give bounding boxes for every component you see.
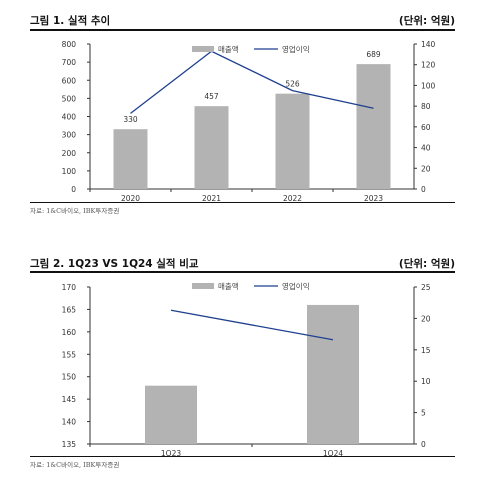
- chart-1-x-tick-label: 2022: [283, 194, 302, 203]
- chart-1-x-tick-label: 2021: [202, 194, 221, 203]
- chart-1-left-tick-label: 200: [62, 149, 77, 158]
- chart-1-left-tick-label: 300: [62, 131, 77, 140]
- chart-1-bar-data-label: 526: [285, 80, 300, 89]
- chart-1-right-tick-label: 40: [421, 144, 431, 153]
- chart-2-source: 자료: 1&C바이오, IBK투자증권: [30, 461, 120, 469]
- chart-2-right-tick-label: 5: [421, 409, 426, 418]
- chart-2-left-tick-label: 170: [62, 283, 77, 292]
- chart-2-legend-bar-label: 매출액: [218, 281, 239, 291]
- chart-2-legend-line-label: 영업이익: [282, 281, 310, 291]
- chart-1-x-tick-label: 2020: [121, 194, 140, 203]
- chart-2-line-series: [170, 309, 334, 341]
- chart-2-bottom-rule: [30, 456, 455, 457]
- chart-1-right-tick-label: 0: [421, 185, 426, 194]
- chart-1-line-series: [130, 50, 374, 114]
- chart-1-legend-bar-swatch: [192, 46, 214, 52]
- chart-1-x-tick-label: 2023: [364, 194, 383, 203]
- chart-1-bar-data-label: 689: [366, 50, 381, 59]
- chart-2-legend-bar-swatch: [192, 283, 214, 289]
- chart-2-top-rule: [30, 271, 455, 273]
- chart-2-unit: (단위: 억원): [398, 258, 455, 270]
- chart-2-title: 그림 2. 1Q23 VS 1Q24 실적 비교: [30, 258, 199, 270]
- chart-1-legend-bar-label: 매출액: [218, 44, 239, 54]
- chart-2-left-tick-label: 150: [62, 373, 77, 382]
- chart-2-bar: [145, 385, 197, 444]
- chart-2-right-tick-label: 0: [421, 440, 426, 449]
- chart-2-x-tick-label: 1Q23: [161, 449, 181, 458]
- chart-1-left-tick-label: 700: [62, 58, 77, 67]
- chart-1-unit: (단위: 억원): [398, 15, 455, 27]
- chart-1-top-rule: [30, 29, 455, 31]
- chart-2-left-tick-label: 145: [62, 395, 77, 404]
- chart-1-legend-line-label: 영업이익: [282, 44, 310, 54]
- chart-1-source: 자료: 1&C바이오, IBK투자증권: [30, 207, 120, 215]
- chart-1-title: 그림 1. 실적 추이: [30, 15, 111, 27]
- chart-2-right-tick-label: 10: [421, 377, 431, 386]
- chart-2-right-tick-label: 15: [421, 346, 431, 355]
- chart-1-right-tick-label: 100: [421, 81, 436, 90]
- chart-1-left-tick-label: 600: [62, 76, 77, 85]
- chart-1-left-tick-label: 400: [62, 113, 77, 122]
- chart-1-right-tick-label: 20: [421, 164, 431, 173]
- chart-1-bottom-rule: [30, 202, 455, 203]
- chart-1-left-tick-label: 100: [62, 167, 77, 176]
- chart-2-right-tick-label: 20: [421, 314, 431, 323]
- chart-1-left-tick-label: 800: [62, 40, 77, 49]
- chart-1-right-tick-label: 80: [421, 102, 431, 111]
- chart-1-right-tick-label: 140: [421, 40, 436, 49]
- chart-1-bar-data-label: 330: [123, 115, 138, 124]
- chart-1-left-tick-label: 0: [71, 185, 76, 194]
- chart-2-left-tick-label: 140: [62, 418, 77, 427]
- chart-1-left-tick-label: 500: [62, 94, 77, 103]
- chart-2-left-tick-label: 135: [62, 440, 77, 449]
- chart-1-bar: [275, 93, 310, 189]
- chart-2-left-tick-label: 165: [62, 305, 77, 314]
- chart-1-bar-data-label: 457: [204, 92, 219, 101]
- chart-2-left-tick-label: 155: [62, 350, 77, 359]
- chart-2-right-tick-label: 25: [421, 283, 431, 292]
- chart-2-bar: [307, 304, 359, 444]
- chart-1-right-tick-label: 60: [421, 123, 431, 132]
- chart-2-left-tick-label: 160: [62, 328, 77, 337]
- chart-2-x-tick-label: 1Q24: [323, 449, 343, 458]
- chart-1-bar: [194, 106, 229, 189]
- chart-1-bar: [113, 129, 148, 189]
- chart-1-right-tick-label: 120: [421, 61, 436, 70]
- chart-1-bar: [356, 64, 391, 189]
